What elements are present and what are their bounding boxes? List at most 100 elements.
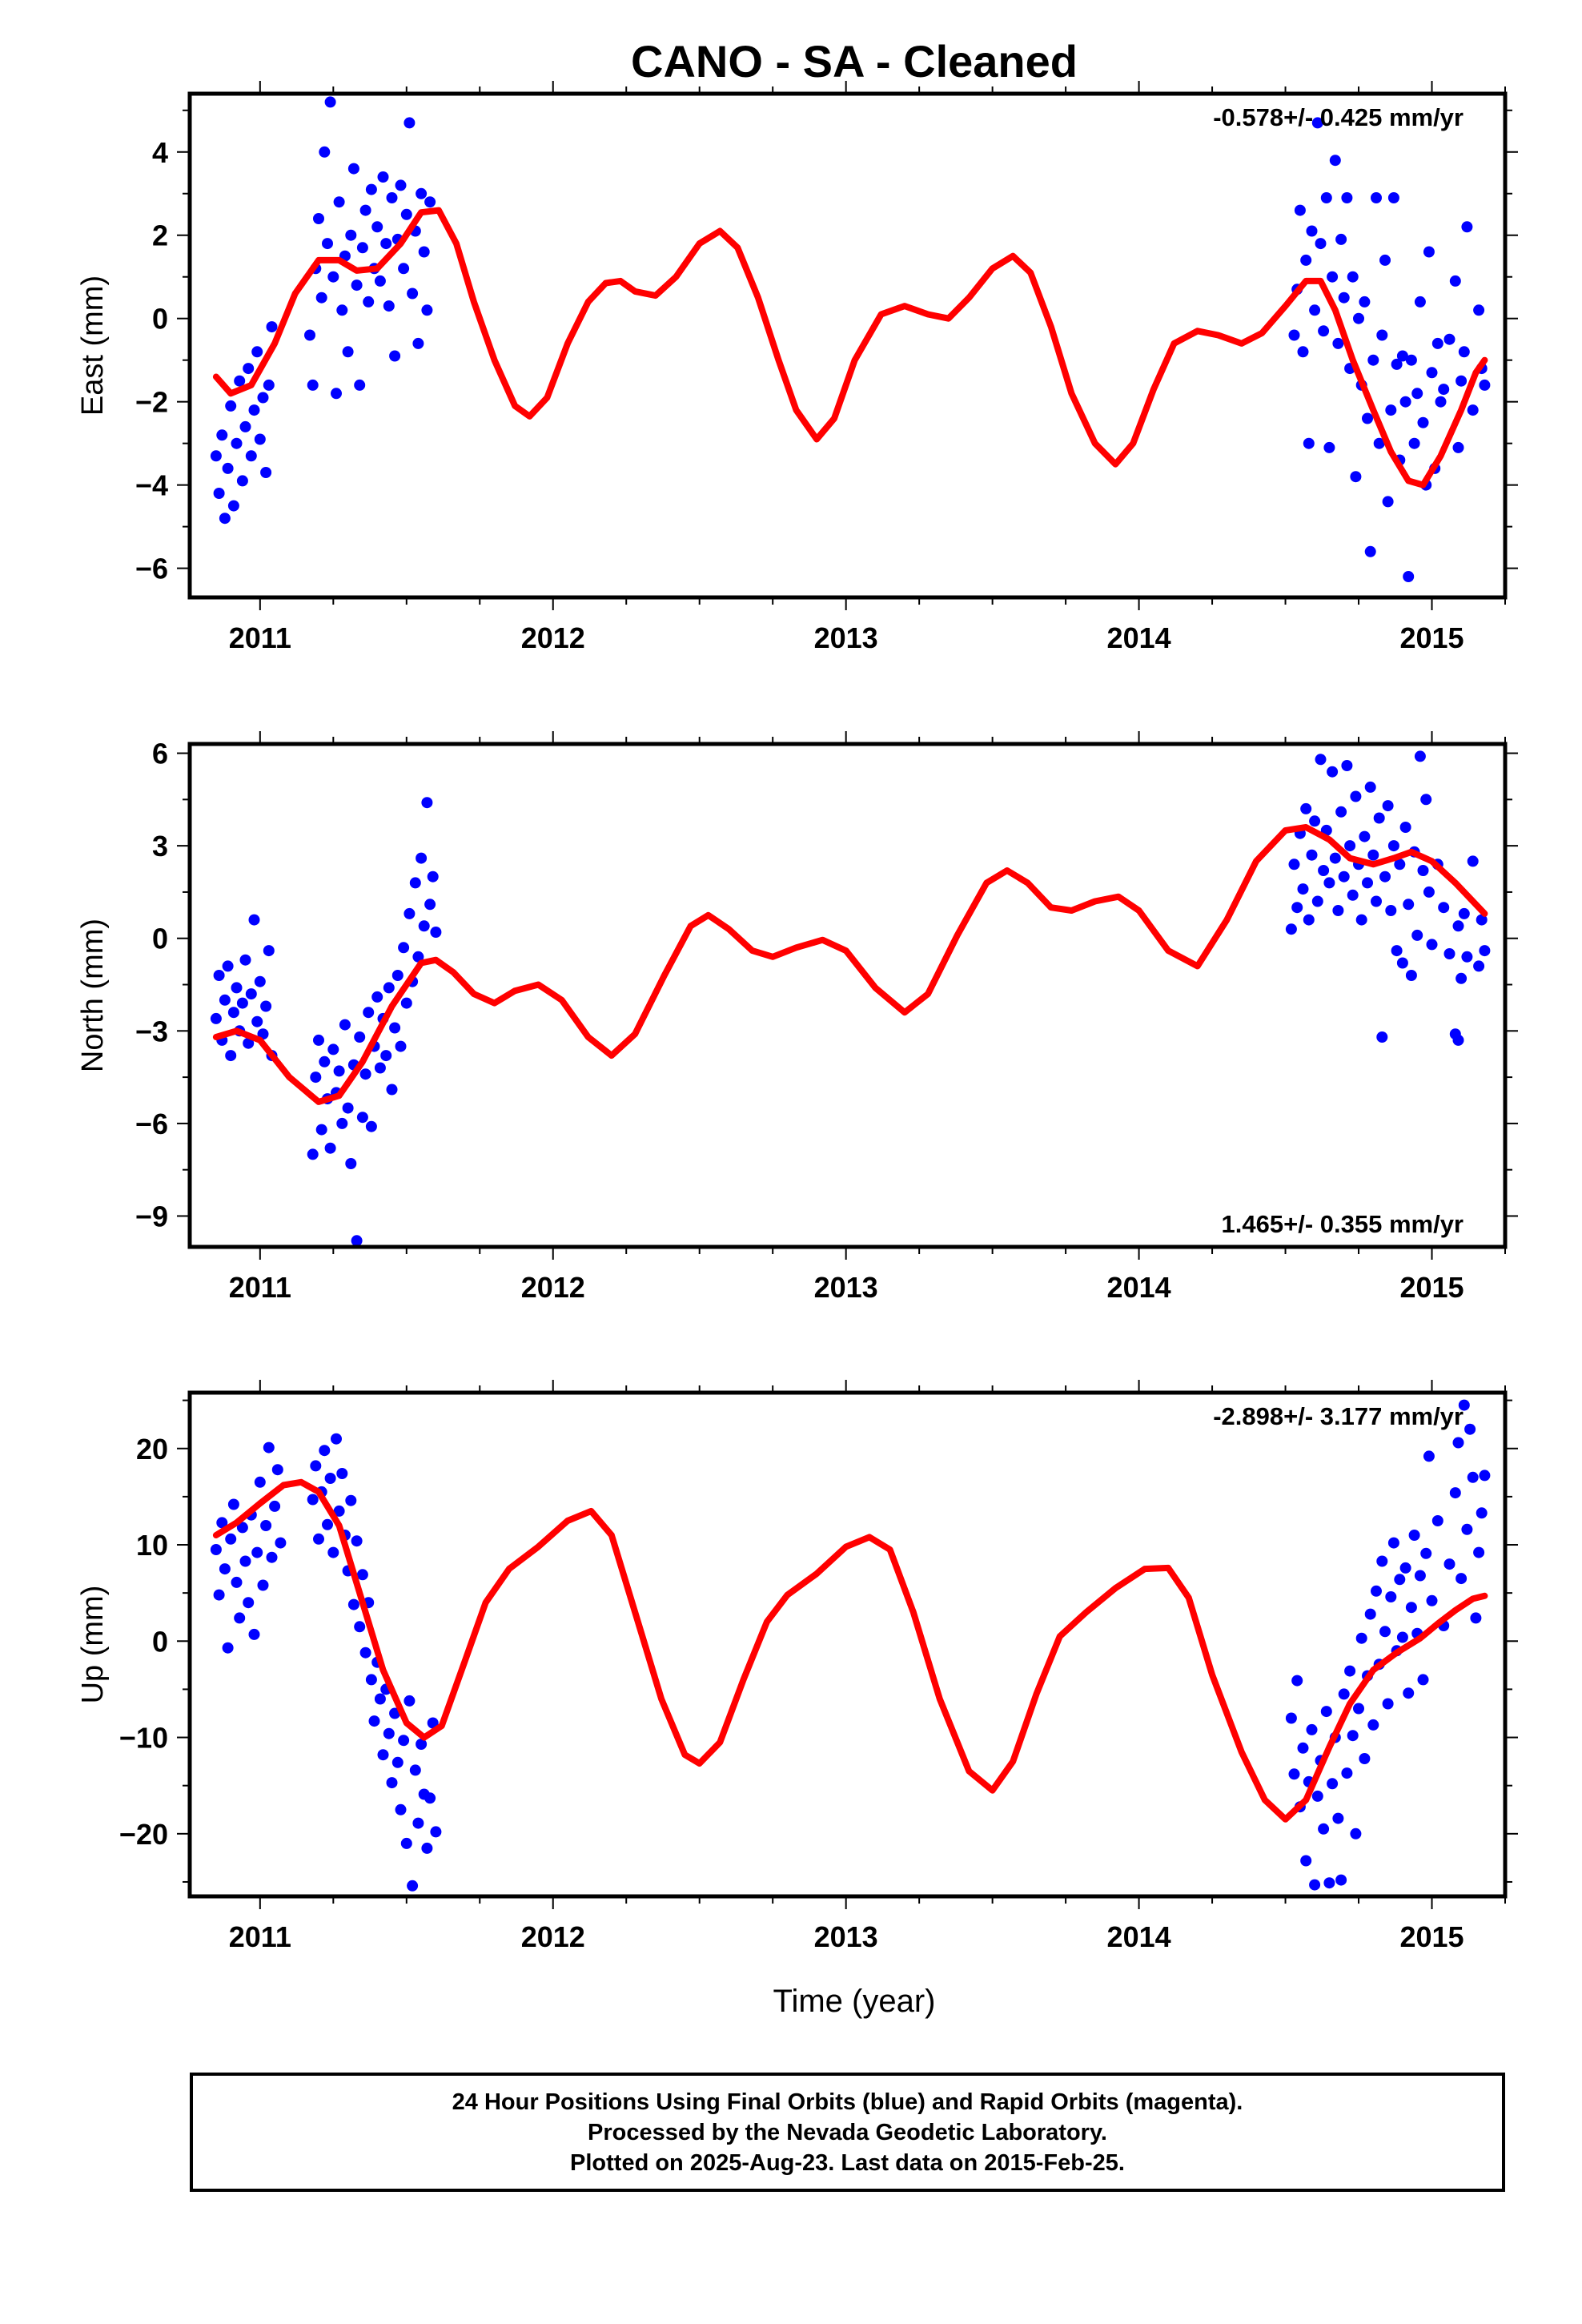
data-point	[1431, 1515, 1443, 1526]
panel-frame-east	[187, 91, 1508, 600]
data-point	[1379, 254, 1391, 266]
data-point	[322, 1518, 333, 1530]
data-point	[239, 420, 251, 432]
data-point	[236, 475, 248, 487]
data-point	[1443, 948, 1456, 959]
data-point	[271, 1464, 283, 1476]
data-point	[1476, 914, 1488, 926]
data-point	[333, 1065, 345, 1077]
data-point	[1311, 895, 1323, 907]
data-point	[1291, 1675, 1303, 1687]
data-point	[315, 1124, 327, 1136]
data-point	[227, 500, 239, 512]
data-point	[254, 1476, 266, 1488]
data-point	[1417, 865, 1429, 876]
data-point	[1315, 238, 1327, 250]
data-point	[257, 1579, 269, 1591]
data-point	[243, 363, 255, 375]
data-point	[1327, 271, 1339, 283]
x-tick-label-east: 2012	[521, 621, 585, 654]
data-point	[251, 346, 263, 358]
data-point	[331, 388, 342, 400]
data-point	[1396, 957, 1408, 969]
data-point	[1323, 1877, 1335, 1889]
data-point	[1473, 960, 1485, 972]
data-point	[354, 379, 366, 391]
x-tick-label-up: 2015	[1399, 1920, 1464, 1953]
data-point	[395, 1803, 407, 1815]
data-point	[213, 970, 225, 981]
data-point	[418, 246, 430, 258]
panel-up: 2011 2012 2013 2014 2015 −20 −10 0 10 20 Up (mm) -2…	[76, 1380, 1518, 1953]
data-point	[1300, 254, 1312, 266]
data-point	[1394, 1574, 1406, 1586]
data-point	[1362, 412, 1373, 424]
data-point	[342, 1102, 354, 1114]
data-point	[377, 1749, 389, 1761]
data-point	[239, 954, 251, 966]
data-point	[1311, 1790, 1323, 1802]
data-point	[1327, 766, 1339, 778]
data-point	[260, 467, 272, 478]
data-point	[1373, 437, 1385, 449]
data-point	[210, 1544, 222, 1555]
data-point	[424, 1792, 436, 1804]
x-tick-label-north: 2013	[814, 1271, 878, 1304]
data-point	[1461, 221, 1473, 233]
data-point	[418, 920, 430, 932]
data-point	[1405, 354, 1417, 366]
data-point	[1371, 192, 1382, 203]
footer-box: 24 Hour Positions Using Final Orbits (bl…	[190, 2073, 1505, 2192]
data-point	[421, 797, 433, 809]
data-layer-east	[210, 96, 1491, 582]
data-point	[1385, 1591, 1397, 1602]
data-point	[359, 204, 371, 216]
data-point	[248, 1628, 260, 1640]
data-point	[1458, 346, 1470, 358]
data-point	[1344, 1665, 1356, 1677]
data-point	[1387, 1537, 1399, 1549]
footer-line-3: Plotted on 2025-Aug-23. Last data on 201…	[570, 2149, 1125, 2176]
data-point	[383, 1727, 395, 1739]
data-point	[1371, 895, 1382, 907]
data-point	[351, 1235, 363, 1247]
data-point	[319, 1445, 331, 1457]
data-point	[225, 1533, 237, 1545]
data-point	[430, 927, 442, 938]
data-point	[254, 433, 266, 445]
data-point	[1318, 865, 1330, 876]
data-point	[236, 1522, 248, 1534]
data-point	[1479, 945, 1491, 957]
data-point	[1467, 855, 1479, 867]
data-point	[1438, 902, 1450, 914]
data-point	[327, 1043, 339, 1055]
data-point	[380, 238, 392, 250]
data-point	[424, 196, 436, 208]
y-tick-label-up: 10	[136, 1529, 168, 1562]
data-point	[389, 350, 401, 362]
data-point	[365, 1120, 377, 1132]
data-point	[365, 183, 377, 195]
data-point	[1285, 1712, 1297, 1724]
model-curve-east	[212, 207, 1488, 489]
data-point	[1353, 312, 1364, 324]
data-point	[307, 1148, 319, 1160]
data-point	[1329, 155, 1341, 167]
data-point	[1438, 384, 1450, 396]
data-point	[1323, 441, 1335, 453]
data-point	[1411, 929, 1423, 941]
data-point	[216, 1517, 228, 1529]
data-point	[1306, 1723, 1318, 1735]
data-point	[1364, 545, 1376, 557]
data-point	[1399, 396, 1411, 408]
data-point	[251, 1546, 263, 1558]
data-point	[354, 1621, 366, 1633]
data-point	[1408, 1530, 1420, 1541]
data-point	[315, 292, 327, 304]
data-point	[227, 1498, 239, 1510]
data-point	[1426, 939, 1438, 951]
data-point	[307, 1494, 319, 1506]
data-point	[1288, 1768, 1300, 1780]
y-tick-label-up: −20	[119, 1818, 168, 1851]
